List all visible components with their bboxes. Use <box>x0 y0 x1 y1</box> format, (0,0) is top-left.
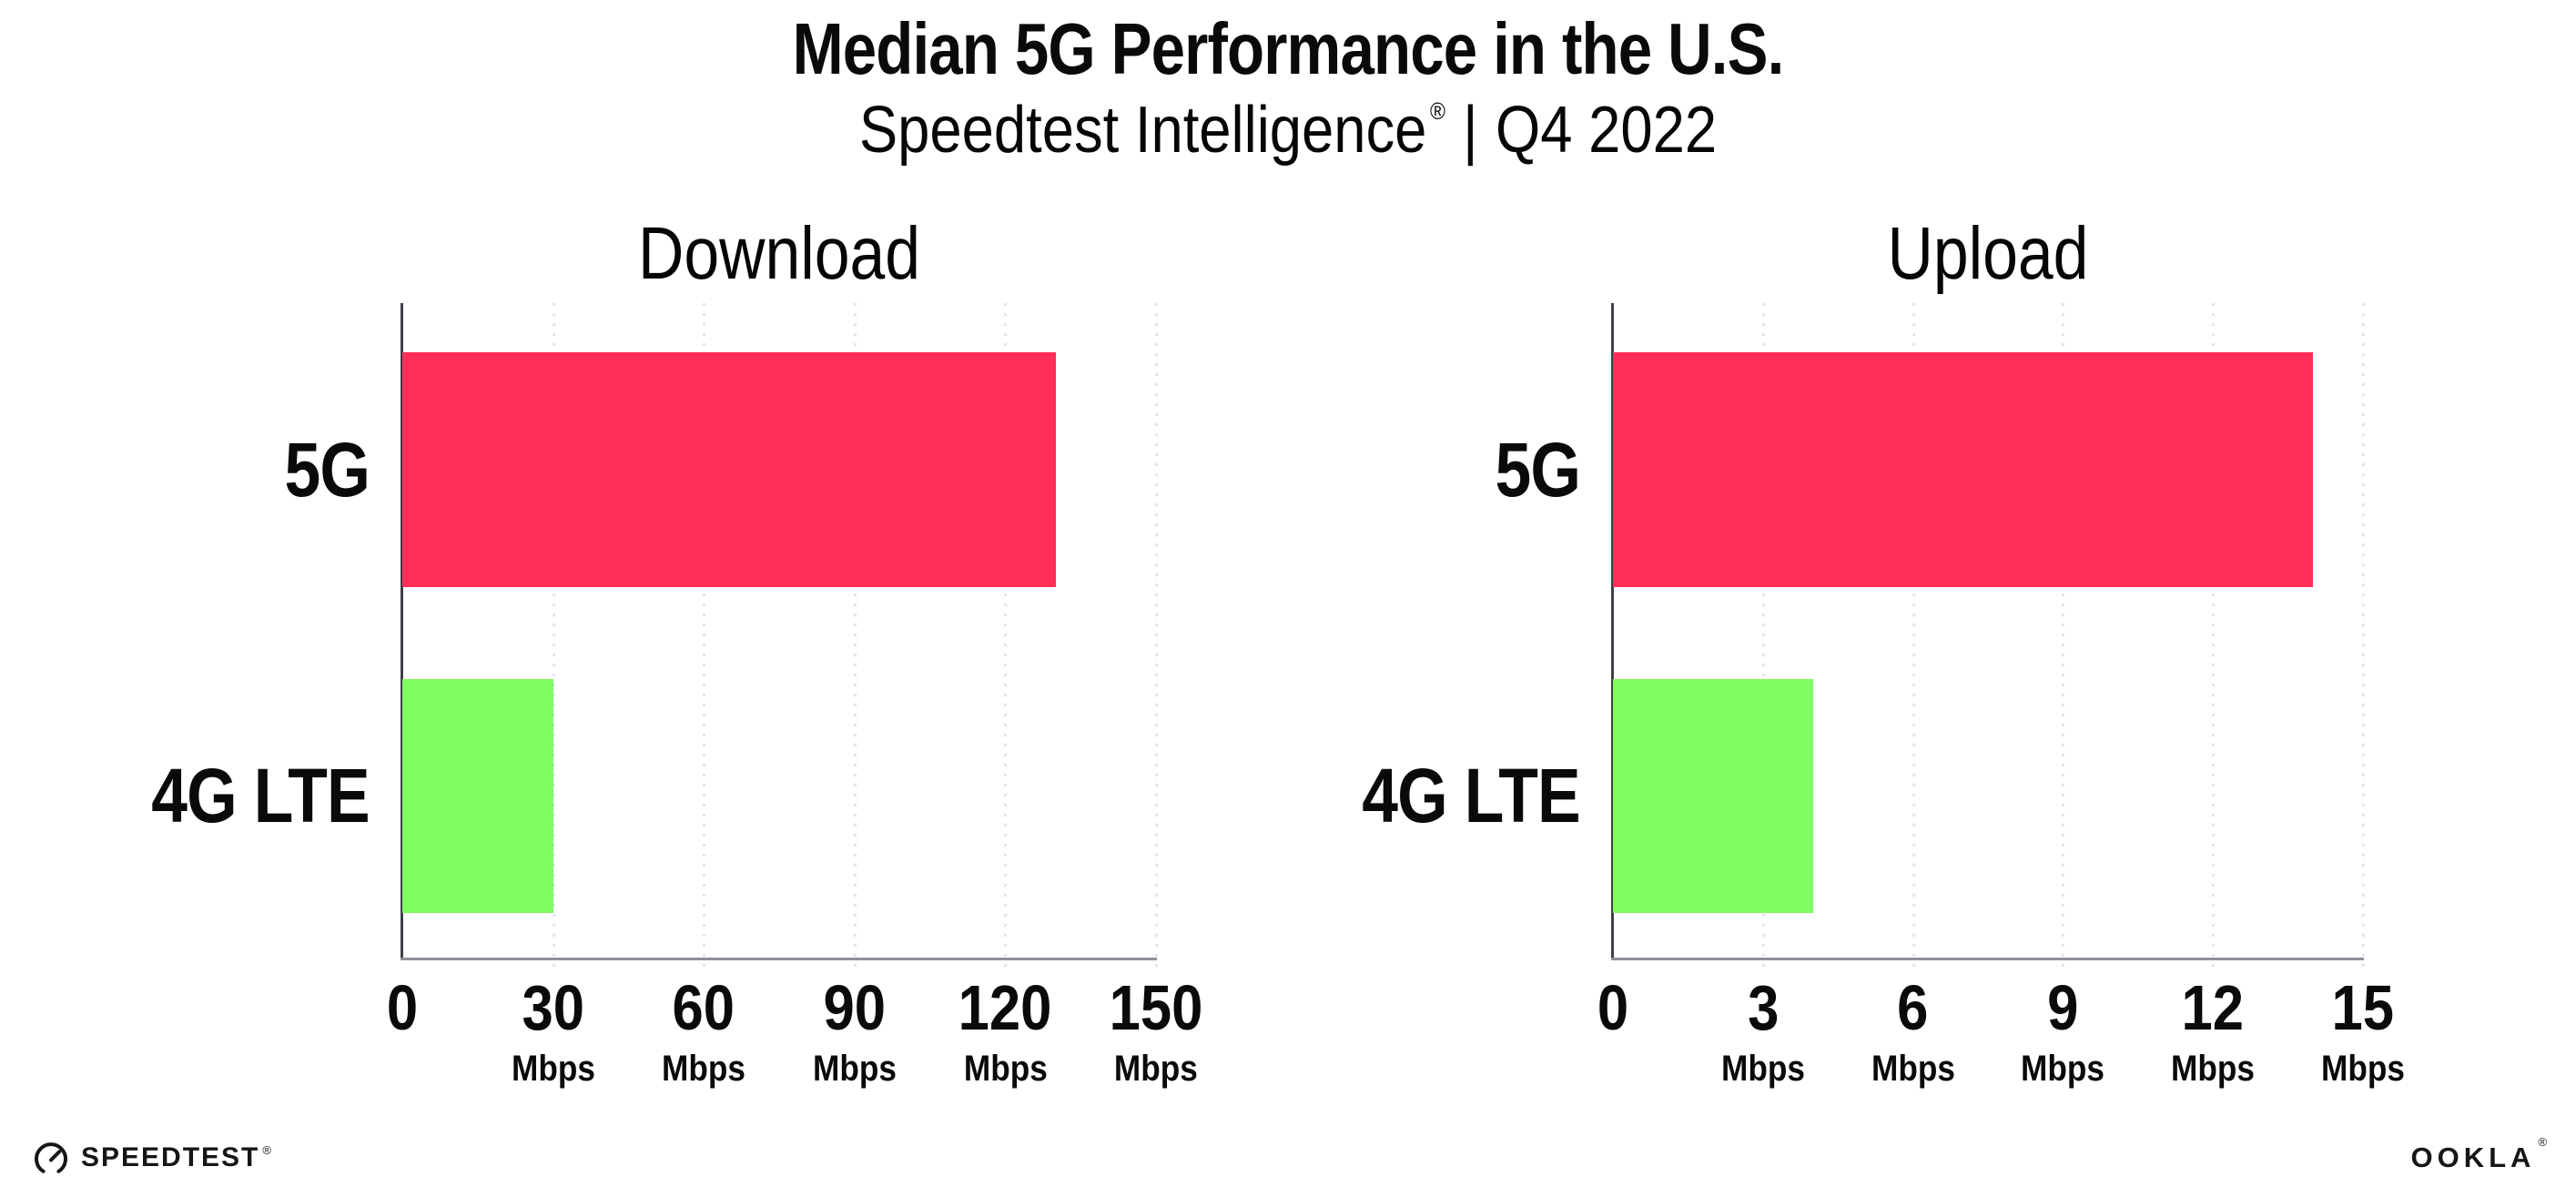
x-axis-tick-label: 12 Mbps <box>2165 976 2260 1087</box>
x-axis-tick-label: 3 Mbps <box>1716 976 1810 1087</box>
x-axis-tick-label: 60 Mbps <box>656 976 751 1087</box>
bar-4g-lte <box>1613 679 1813 913</box>
ookla-registered-icon: ® <box>2538 1135 2547 1149</box>
gridline <box>552 303 555 972</box>
gridline <box>2062 303 2065 972</box>
gridline <box>1155 303 1158 972</box>
x-axis-unit-label: Mbps <box>2021 1049 2105 1089</box>
gridline <box>853 303 857 972</box>
bar-5g <box>1613 352 2314 587</box>
x-axis-tick-label: 15 Mbps <box>2316 976 2410 1087</box>
upload-x-tick-labels: 0 3 Mbps 6 Mbps 9 Mbps 12 Mbps 15 Mbps <box>1597 976 2405 1131</box>
x-axis-tick-label: 150 Mbps <box>1103 976 1210 1087</box>
gridline <box>2212 303 2216 972</box>
x-axis-unit-label: Mbps <box>812 1049 897 1089</box>
upload-chart: Upload 5G 4G LTE 0 3 Mbps 6 Mbps 9 Mbps 12 Mbps 15… <box>1362 212 2405 1165</box>
x-axis-tick-label: 30 Mbps <box>505 976 600 1087</box>
download-plot-area: 5G 4G LTE <box>151 303 1158 972</box>
category-label-5g: 5G <box>284 426 370 512</box>
x-axis-unit-label: Mbps <box>662 1049 746 1089</box>
bar-4g-lte <box>402 679 553 913</box>
subtitle-period: Q4 2022 <box>1495 94 1718 167</box>
upload-x-axis <box>1611 958 2364 960</box>
x-axis-tick-label: 0 <box>1597 972 1629 1043</box>
category-label-4g-lte: 4G LTE <box>1362 753 1580 838</box>
gridline <box>1761 303 1765 972</box>
x-axis-unit-label: Mbps <box>963 1049 1048 1089</box>
x-axis-tick-label: 90 Mbps <box>807 976 902 1087</box>
download-x-tick-labels: 0 30 Mbps 60 Mbps 90 Mbps 120 Mbps 150 Mbps <box>387 976 1203 1131</box>
category-label-5g: 5G <box>1495 426 1580 512</box>
download-y-axis <box>401 303 403 960</box>
x-axis-tick-label: 0 <box>386 972 419 1043</box>
download-x-axis <box>401 958 1157 960</box>
registered-trademark-icon: ® <box>1429 97 1445 125</box>
category-label-4g-lte: 4G LTE <box>151 753 370 838</box>
subtitle-brand: Speedtest Intelligence <box>858 94 1427 167</box>
x-axis-unit-label: Mbps <box>2321 1049 2405 1089</box>
gridline <box>1912 303 1915 972</box>
page-title: Median 5G Performance in the U.S. <box>792 8 1785 89</box>
page-subtitle: Speedtest Intelligence ® | Q4 2022 <box>155 93 2421 168</box>
gridline <box>1004 303 1008 972</box>
speedtest-registered-icon: ® <box>262 1142 271 1157</box>
x-axis-tick-label: 9 Mbps <box>2015 976 2110 1087</box>
bar-5g <box>402 352 1056 587</box>
upload-chart-title: Upload <box>1887 212 2089 295</box>
download-chart: Download 5G 4G LTE 0 30 Mbps 60 Mbps 90 Mbps 120… <box>151 212 1203 1165</box>
x-axis-unit-label: Mbps <box>1871 1049 1955 1089</box>
ookla-logo: OOKLA ® <box>2410 1135 2547 1173</box>
x-axis-unit-label: Mbps <box>1720 1049 1805 1089</box>
subtitle-separator: | <box>1463 94 1478 167</box>
speedtest-logo: SPEEDTEST ® <box>33 1138 271 1178</box>
speedtest-wordmark: SPEEDTEST <box>81 1142 260 1172</box>
gridline <box>703 303 706 972</box>
x-axis-unit-label: Mbps <box>1114 1049 1198 1089</box>
download-chart-title: Download <box>638 212 920 295</box>
gridline <box>2362 303 2365 972</box>
upload-plot-area: 5G 4G LTE <box>1362 303 2365 972</box>
x-axis-tick-label: 6 Mbps <box>1865 976 1960 1087</box>
x-axis-tick-label: 120 Mbps <box>952 976 1059 1087</box>
speedtest-gauge-icon <box>35 1142 67 1173</box>
x-axis-unit-label: Mbps <box>511 1049 595 1089</box>
ookla-wordmark: OOKLA <box>2410 1141 2536 1173</box>
x-axis-unit-label: Mbps <box>2171 1049 2256 1089</box>
upload-y-axis <box>1611 303 1614 960</box>
